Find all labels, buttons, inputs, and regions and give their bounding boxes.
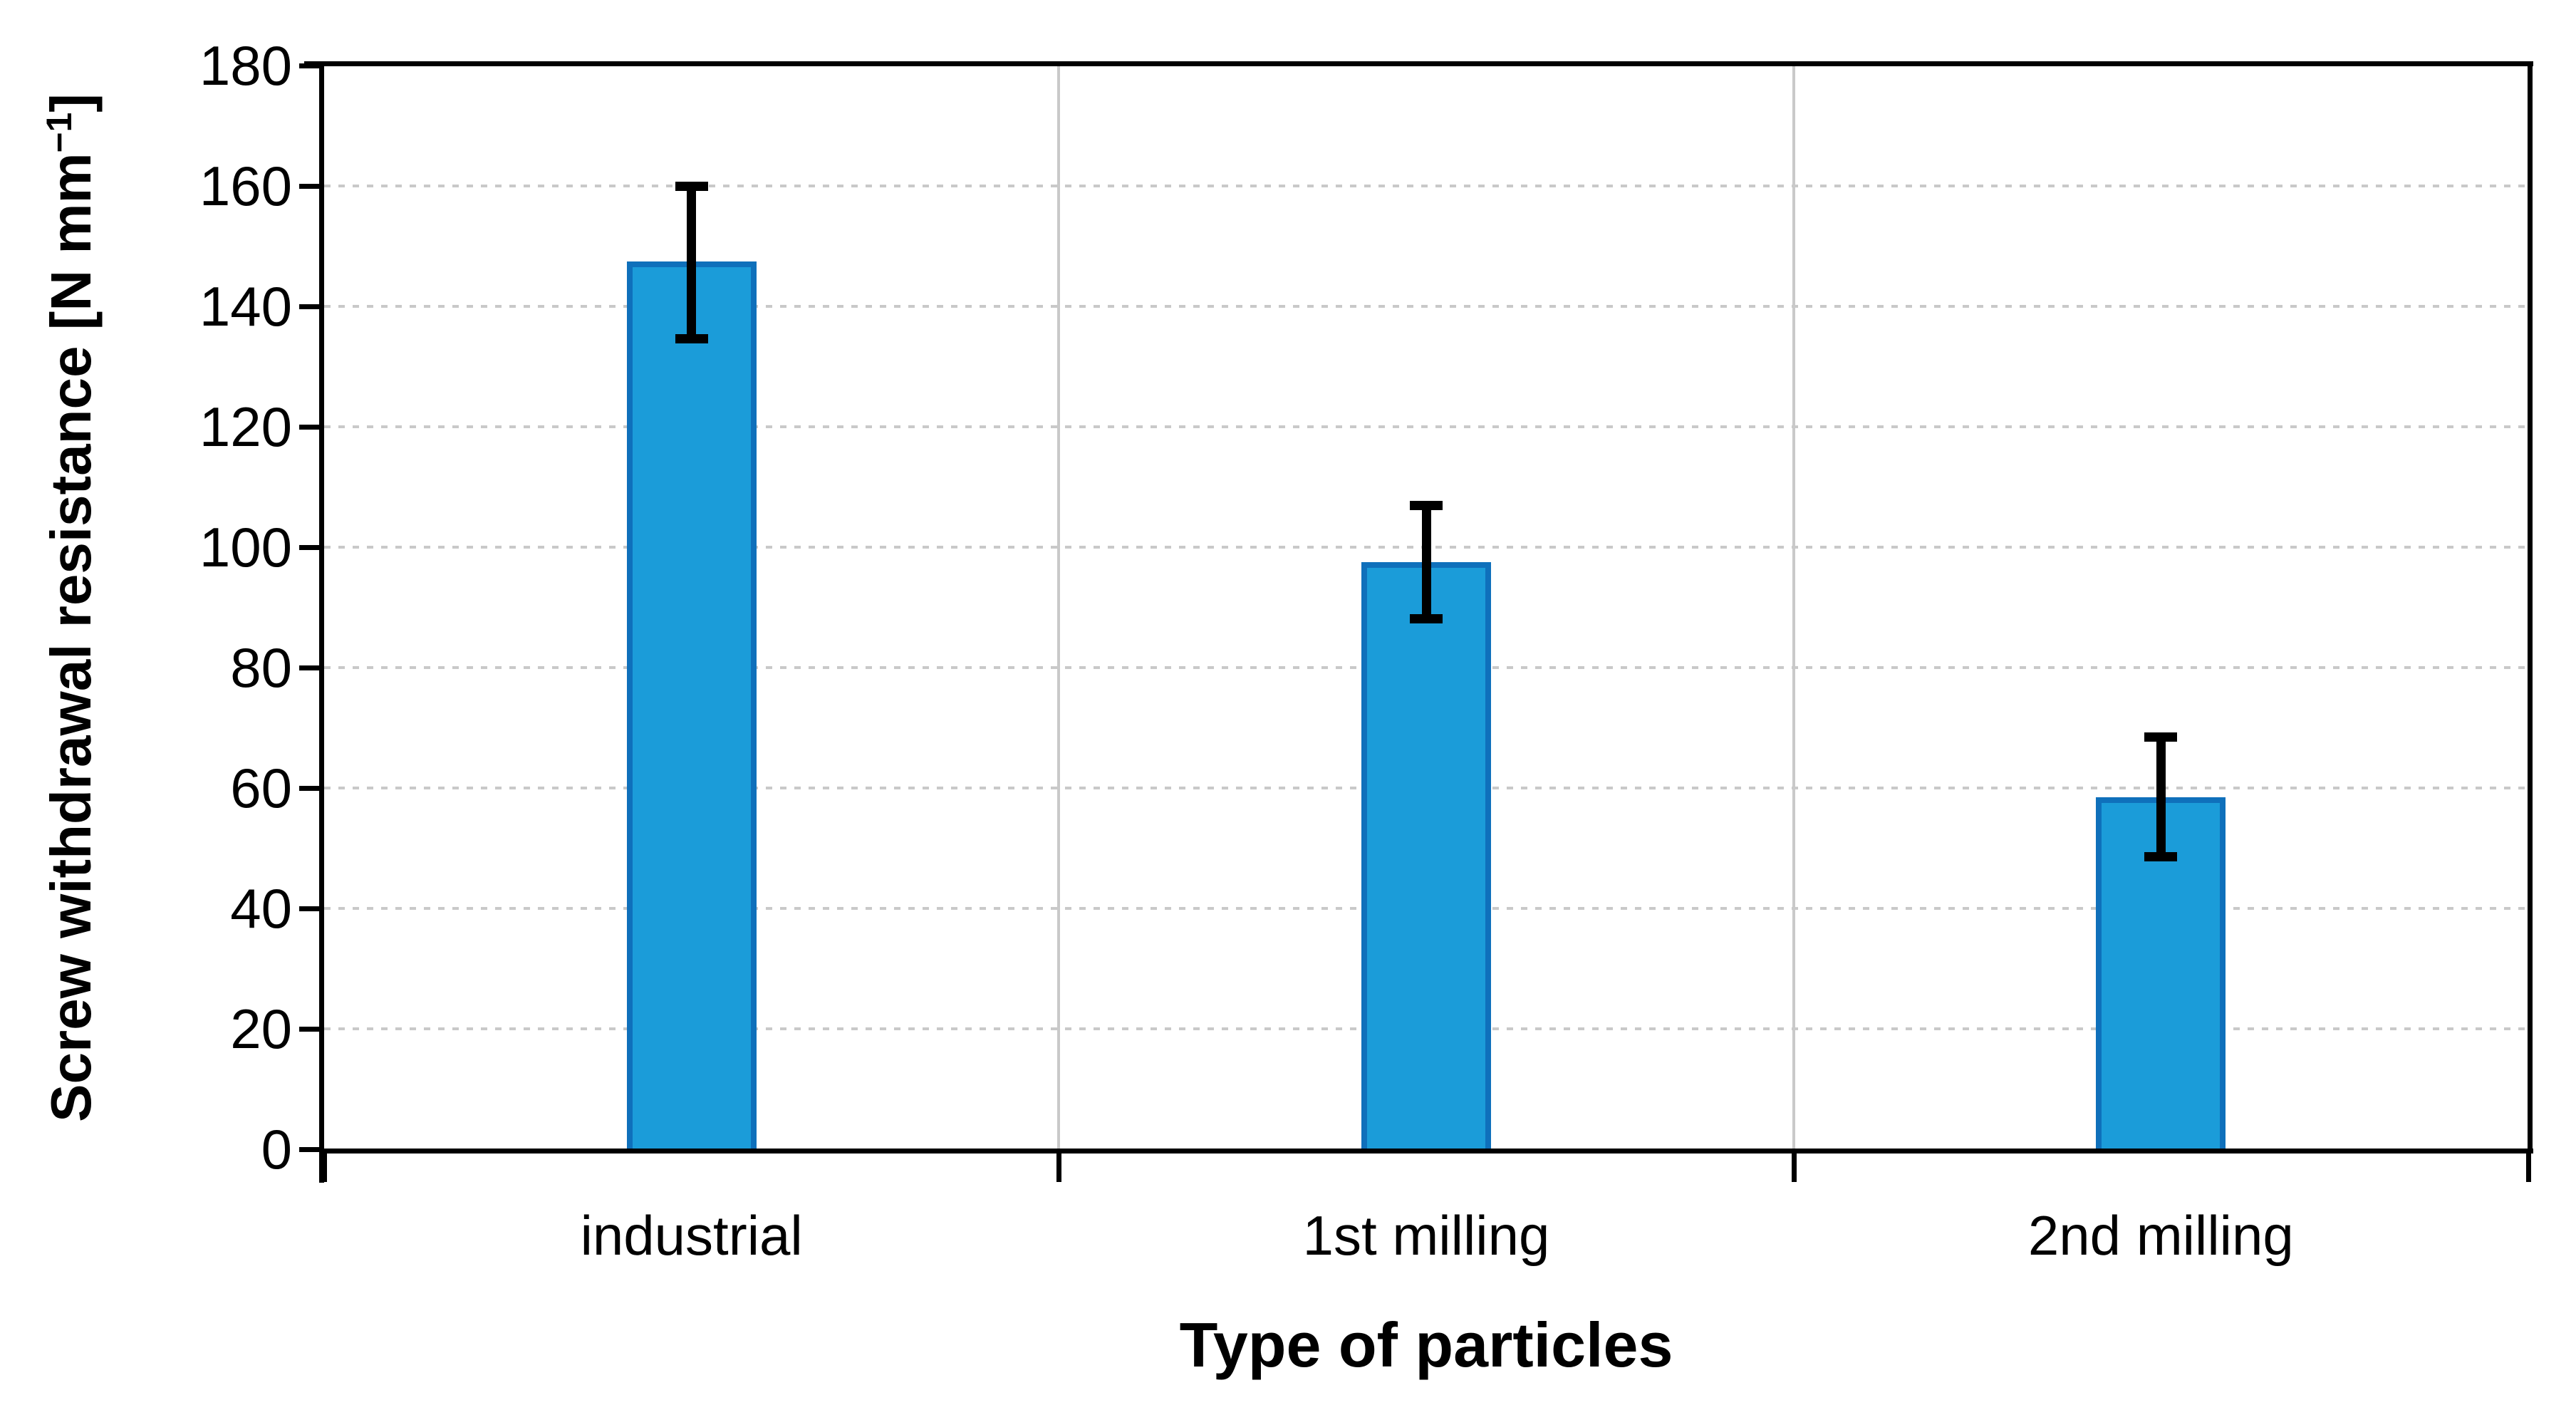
plot-border-top bbox=[304, 61, 2533, 66]
y-axis-tick bbox=[299, 665, 319, 670]
x-axis-tick bbox=[322, 1152, 327, 1182]
vertical-gridline bbox=[1057, 66, 1061, 1149]
y-axis-title: Screw withdrawal resistance [N mm−1] bbox=[38, 93, 104, 1122]
horizontal-gridline bbox=[324, 425, 2528, 428]
x-tick-label-2nd-milling: 2nd milling bbox=[2027, 1204, 2294, 1267]
error-bar-cap-top bbox=[1410, 500, 1443, 510]
y-tick-label: 180 bbox=[199, 34, 292, 97]
y-axis-title-superscript: −1 bbox=[38, 112, 79, 153]
y-tick-label: 120 bbox=[199, 395, 292, 458]
error-bar-line bbox=[687, 186, 697, 340]
bar-industrial bbox=[626, 261, 757, 1149]
plot-border-right bbox=[2528, 66, 2533, 1149]
bar-1st-milling bbox=[1361, 562, 1491, 1149]
y-axis-tick bbox=[299, 184, 319, 189]
y-tick-label: 60 bbox=[230, 757, 292, 819]
y-tick-label: 80 bbox=[230, 636, 292, 699]
y-axis-title-bracket: ] bbox=[39, 93, 103, 113]
horizontal-gridline bbox=[324, 305, 2528, 308]
x-axis-title: Type of particles bbox=[1179, 1310, 1673, 1380]
y-tick-label: 100 bbox=[199, 516, 292, 579]
error-bar-cap-bottom bbox=[1410, 614, 1443, 624]
y-axis-line bbox=[319, 61, 324, 1183]
y-axis-tick bbox=[299, 1147, 319, 1152]
horizontal-gridline bbox=[324, 185, 2528, 187]
error-bar-line bbox=[1421, 504, 1431, 620]
y-tick-label: 160 bbox=[199, 155, 292, 217]
y-tick-label: 140 bbox=[199, 275, 292, 338]
y-axis-tick bbox=[299, 1027, 319, 1032]
error-bar-cap-top bbox=[675, 182, 708, 191]
error-bar-cap-bottom bbox=[2144, 852, 2178, 862]
error-bar-cap-bottom bbox=[675, 334, 708, 344]
y-axis-tick bbox=[299, 425, 319, 430]
y-axis-tick bbox=[299, 304, 319, 309]
y-axis-tick bbox=[299, 786, 319, 791]
error-bar-line bbox=[2156, 737, 2166, 858]
y-axis-tick bbox=[299, 545, 319, 550]
error-bar-cap-top bbox=[2144, 732, 2178, 742]
x-tick-label-industrial: industrial bbox=[580, 1204, 803, 1267]
y-axis-tick bbox=[299, 906, 319, 911]
x-axis-tick bbox=[2526, 1152, 2531, 1182]
vertical-gridline bbox=[1792, 66, 1795, 1149]
y-axis-tick bbox=[299, 63, 319, 68]
y-axis-title-text: Screw withdrawal resistance [N mm bbox=[39, 152, 103, 1122]
y-tick-label: 40 bbox=[230, 877, 292, 940]
x-axis-tick bbox=[1791, 1152, 1797, 1182]
x-tick-label-1st-milling: 1st milling bbox=[1302, 1204, 1550, 1267]
y-tick-label: 20 bbox=[230, 997, 292, 1060]
y-tick-label: 0 bbox=[261, 1118, 292, 1181]
x-axis-line bbox=[319, 1149, 2533, 1153]
x-axis-tick bbox=[1056, 1152, 1062, 1182]
